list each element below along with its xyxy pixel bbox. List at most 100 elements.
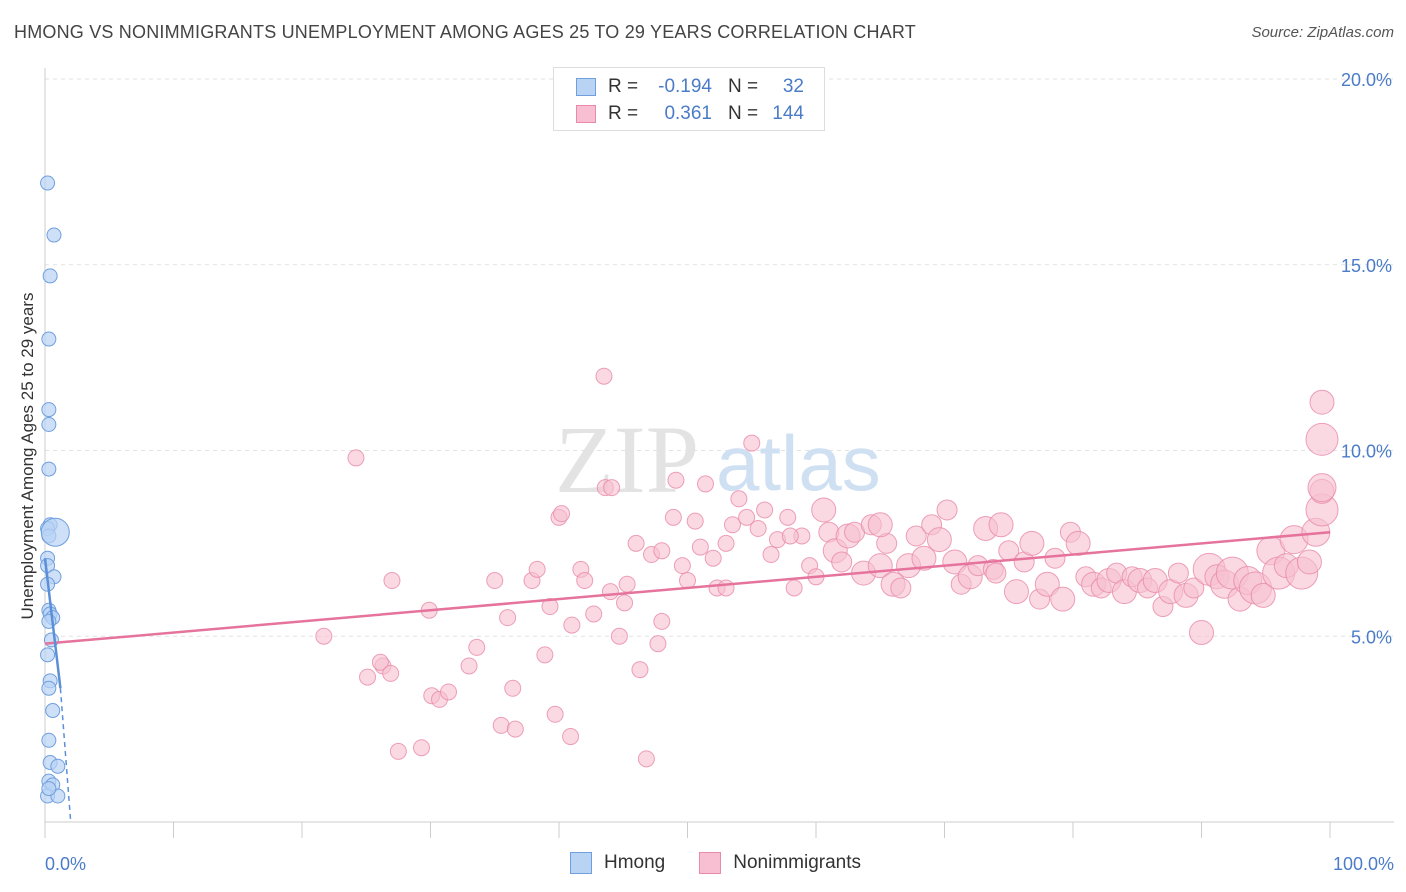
- nonimmigrants-point: [911, 545, 937, 571]
- series-legend: Hmong Nonimmigrants: [570, 852, 895, 874]
- nonimmigrants-point: [717, 534, 735, 552]
- nonimmigrants-point: [631, 661, 649, 679]
- nonimmigrants-point: [595, 367, 613, 385]
- nonimmigrants-point: [637, 750, 655, 768]
- nonimmigrants-legend-label: Nonimmigrants: [733, 852, 862, 873]
- nonimmigrants-point: [985, 562, 1007, 584]
- nonimmigrants-point: [890, 577, 912, 599]
- nonimmigrants-point: [691, 538, 709, 556]
- hmong-trend-extension: [59, 688, 72, 823]
- nonimmigrants-point: [627, 534, 645, 552]
- hmong-point: [45, 703, 61, 719]
- hmong-trend-line: [43, 558, 62, 689]
- nonimmigrants-point: [762, 546, 780, 564]
- nonimmigrants-point: [1309, 389, 1335, 415]
- chart-title: HMONG VS NONIMMIGRANTS UNEMPLOYMENT AMON…: [14, 22, 916, 42]
- hmong-swatch: [576, 78, 596, 96]
- hmong-r-value: -0.194: [658, 76, 712, 97]
- legend-item-nonimmigrants[interactable]: Nonimmigrants: [699, 852, 861, 874]
- nonimmigrants-point: [653, 542, 671, 560]
- nonimmigrants-point: [371, 653, 389, 671]
- nonimmigrants-point: [988, 512, 1014, 538]
- nonimmigrants-point: [905, 525, 927, 547]
- nonimmigrants-point: [653, 612, 671, 630]
- hmong-point: [40, 175, 56, 191]
- nonimmigrants-point: [926, 527, 952, 553]
- nonimmigrants-point: [585, 605, 603, 623]
- watermark-zip: ZIP: [555, 406, 699, 513]
- nonimmigrants-point: [667, 471, 685, 489]
- nonimmigrants-point: [1307, 473, 1337, 503]
- nonimmigrants-point: [696, 475, 714, 493]
- hmong-point: [41, 680, 57, 696]
- nonimmigrants-point: [506, 720, 524, 738]
- nonimmigrants-point: [704, 549, 722, 567]
- hmong-point: [46, 227, 62, 243]
- nonimmigrants-point: [603, 479, 621, 497]
- axes: [44, 68, 1394, 838]
- x-tick-label-max: 100.0%: [1333, 854, 1394, 874]
- hmong-point: [41, 402, 57, 418]
- nonimmigrants-point: [756, 501, 774, 519]
- nonimmigrants-point: [492, 716, 510, 734]
- trend-lines: [43, 530, 1331, 823]
- x-tick-label-min: 0.0%: [45, 854, 86, 874]
- nonimmigrants-point: [546, 705, 564, 723]
- nonimmigrants-point: [785, 579, 803, 597]
- nonimmigrants-point: [486, 572, 504, 590]
- nonimmigrants-point: [536, 646, 554, 664]
- nonimmigrants-point: [553, 505, 571, 523]
- nonimmigrants-point: [749, 520, 767, 538]
- nonimmigrants-points: [315, 367, 1339, 768]
- nonimmigrants-point: [499, 609, 517, 627]
- nonimmigrants-point: [439, 683, 457, 701]
- hmong-point: [42, 268, 58, 284]
- nonimmigrants-point: [831, 551, 853, 573]
- nonimmigrants-point: [936, 499, 958, 521]
- hmong-points: [40, 175, 70, 804]
- nonimmigrants-point: [743, 434, 761, 452]
- nonimmigrants-point: [576, 572, 594, 590]
- chart-source: Source: ZipAtlas.com: [1251, 24, 1394, 41]
- hmong-point: [41, 416, 57, 432]
- nonimmigrants-point: [686, 512, 704, 530]
- nonimmigrants-point: [413, 739, 431, 757]
- r-label: R =: [608, 103, 639, 124]
- nonimmigrants-point: [1044, 547, 1066, 569]
- nonimmigrants-point: [1305, 422, 1339, 456]
- n-label: N =: [728, 103, 759, 124]
- hmong-point: [41, 461, 57, 477]
- nonimmigrants-point: [781, 527, 799, 545]
- nonimmigrants-point: [738, 508, 756, 526]
- nonimmigrants-point: [1250, 582, 1276, 608]
- nonimmigrants-point: [382, 664, 400, 682]
- nonimmigrants-point: [867, 512, 893, 538]
- nonimmigrants-point: [664, 508, 682, 526]
- nonimmigrants-point: [563, 616, 581, 634]
- nonimmigrants-point: [460, 657, 478, 675]
- nonimmigrants-point: [717, 579, 735, 597]
- nonimmigrants-point: [1296, 549, 1322, 575]
- nonimmigrants-point: [383, 572, 401, 590]
- legend-item-hmong[interactable]: Hmong: [570, 852, 665, 874]
- nonimmigrants-point: [1003, 579, 1029, 605]
- nonimmigrants-point: [1167, 562, 1189, 584]
- nonimmigrants-point: [1050, 586, 1076, 612]
- hmong-point: [50, 758, 66, 774]
- nonimmigrants-point: [811, 497, 837, 523]
- nonimmigrants-point: [1183, 577, 1205, 599]
- nonimmigrants-point: [679, 572, 696, 590]
- n-label: N =: [728, 76, 759, 97]
- nonimmigrants-point: [730, 490, 748, 508]
- nonimmigrants-point: [779, 508, 797, 526]
- nonimmigrants-n-value: 144: [772, 103, 804, 124]
- nonimmigrants-point: [942, 549, 968, 575]
- nonimmigrants-point: [541, 598, 559, 616]
- nonimmigrants-point: [601, 583, 619, 601]
- nonimmigrants-point: [504, 679, 522, 697]
- nonimmigrants-point: [1189, 620, 1214, 646]
- hmong-legend-label: Hmong: [604, 852, 666, 873]
- nonimmigrants-point: [347, 449, 365, 467]
- legend-row-nonimmigrants: R = 0.361 N = 144: [576, 102, 804, 126]
